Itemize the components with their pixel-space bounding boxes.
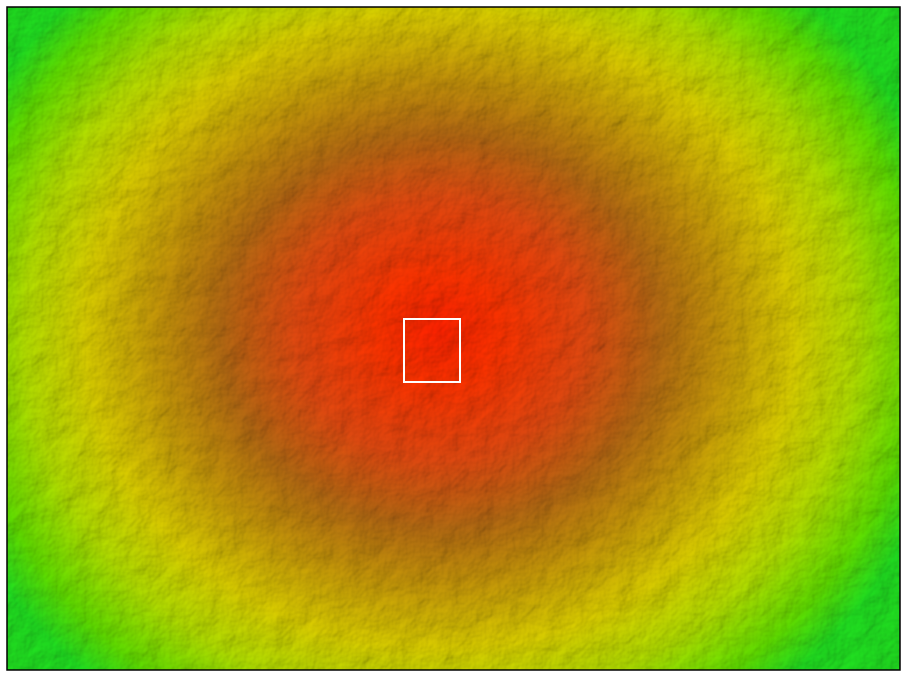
page bbox=[0, 0, 902, 673]
image-area bbox=[7, 7, 900, 670]
relief-texture bbox=[7, 7, 900, 670]
elevation-image bbox=[0, 0, 902, 673]
